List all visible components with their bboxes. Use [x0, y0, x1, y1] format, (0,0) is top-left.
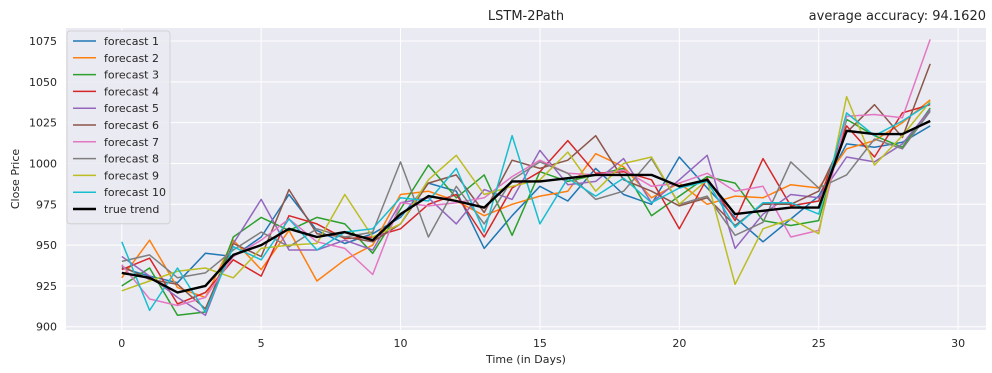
x-tick-label: 25	[812, 337, 826, 350]
series-line-forecast-9	[121, 95, 931, 292]
series-line-forecast-5	[121, 109, 931, 317]
legend-entry: true trend	[104, 203, 159, 216]
legend-entry: forecast 10	[104, 186, 166, 199]
legend-entry: forecast 7	[104, 136, 159, 149]
legend-entry: forecast 6	[104, 119, 159, 132]
y-tick-label: 925	[36, 280, 57, 293]
y-tick-label: 950	[36, 239, 57, 252]
legend-entry: forecast 1	[104, 35, 159, 48]
chart-subtitle: average accuracy: 94.1620	[809, 9, 986, 24]
legend-entry: forecast 4	[104, 85, 159, 98]
x-axis-label: Time (in Days)	[485, 353, 566, 366]
chart-title: LSTM-2Path	[488, 9, 564, 24]
legend-entry: forecast 3	[104, 69, 159, 82]
series-line-forecast-2	[121, 99, 931, 299]
legend-entry: forecast 2	[104, 52, 159, 65]
legend-entry: forecast 9	[104, 169, 159, 182]
y-tick-label: 1050	[29, 76, 57, 89]
legend: forecast 1 forecast 2 forecast 3 forecast 4…	[66, 30, 171, 225]
y-tick-label: 900	[36, 321, 57, 334]
series-line-forecast-10	[121, 102, 931, 313]
series-line-forecast-1	[121, 125, 931, 284]
x-tick-label: 0	[118, 337, 125, 350]
x-tick-label: 5	[258, 337, 265, 350]
series-lines	[121, 39, 931, 317]
y-tick-label: 975	[36, 198, 57, 211]
y-tick-label: 1000	[29, 157, 57, 170]
x-tick-label: 30	[951, 337, 965, 350]
legend-entry: forecast 8	[104, 153, 159, 166]
series-line-forecast-7	[121, 39, 931, 307]
x-tick-label: 10	[394, 337, 408, 350]
y-axis-ticks: 900 925 950 975 1000 1025 1050 1075	[29, 35, 57, 334]
x-axis-ticks: 0 5 10 15 20 25 30	[118, 337, 965, 350]
x-tick-label: 15	[533, 337, 547, 350]
series-line-forecast-8	[121, 110, 931, 279]
y-axis-label: Close Price	[9, 149, 22, 210]
y-tick-label: 1075	[29, 35, 57, 48]
series-line-forecast-3	[121, 107, 931, 317]
series-line-true-trend	[121, 119, 931, 294]
y-tick-label: 1025	[29, 117, 57, 130]
legend-entry: forecast 5	[104, 102, 159, 115]
x-tick-label: 20	[672, 337, 686, 350]
